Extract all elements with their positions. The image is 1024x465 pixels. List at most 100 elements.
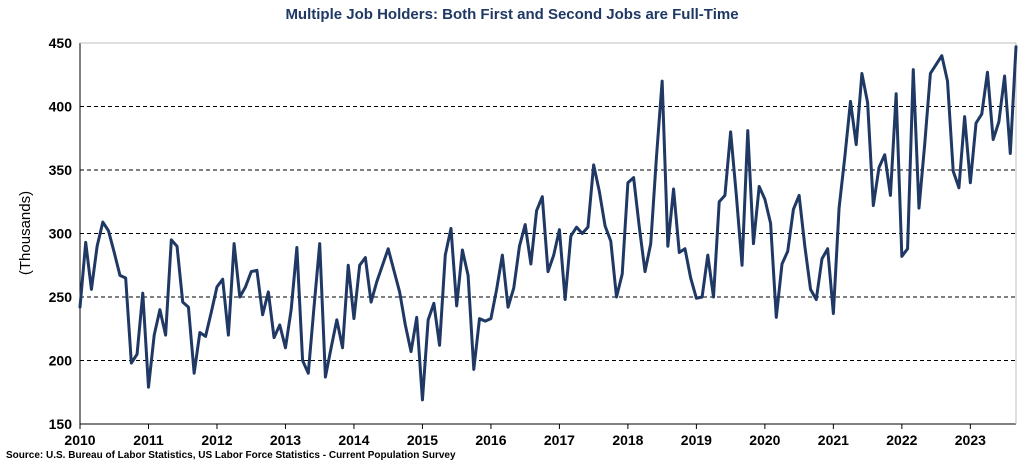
- data-point: [529, 262, 533, 266]
- data-point: [204, 335, 207, 338]
- data-point: [883, 153, 886, 156]
- data-point: [655, 156, 658, 159]
- data-point: [952, 170, 955, 173]
- data-point: [609, 239, 612, 243]
- data-point: [272, 336, 276, 339]
- x-tick-label: 2018: [612, 432, 643, 448]
- data-point: [495, 288, 498, 291]
- source-note: Source: U.S. Bureau of Labor Statistics,…: [6, 450, 456, 461]
- data-point: [181, 300, 184, 304]
- data-point: [997, 120, 1001, 123]
- data-point: [489, 317, 493, 320]
- x-tick-label: 2012: [201, 432, 232, 448]
- data-point: [877, 166, 881, 169]
- data-point: [227, 333, 230, 337]
- data-point: [329, 346, 333, 349]
- data-point: [683, 247, 687, 250]
- data-point: [409, 350, 413, 353]
- data-point: [449, 227, 453, 230]
- data-point: [872, 204, 875, 207]
- data-point: [986, 71, 989, 74]
- data-point: [934, 63, 938, 66]
- data-point: [849, 100, 852, 103]
- data-point: [267, 290, 270, 294]
- data-point: [289, 308, 293, 311]
- data-point: [837, 206, 841, 210]
- data-point: [318, 242, 321, 245]
- data-point: [963, 115, 966, 118]
- data-point: [170, 238, 173, 242]
- data-point: [472, 368, 476, 371]
- y-tick-label: 300: [49, 226, 73, 242]
- data-point: [101, 220, 105, 224]
- data-point: [295, 246, 299, 249]
- data-point: [598, 190, 601, 193]
- data-point: [695, 297, 698, 300]
- data-point: [678, 251, 681, 254]
- gridlines: [80, 42, 1016, 361]
- data-point: [535, 209, 538, 212]
- data-point: [466, 274, 470, 277]
- data-point: [90, 288, 93, 291]
- data-point: [518, 245, 521, 248]
- data-point: [757, 185, 761, 188]
- data-point: [815, 298, 818, 301]
- y-tick-labels: 150 200 250 300 350 400 450: [49, 35, 73, 432]
- data-point: [991, 138, 995, 141]
- data-point: [643, 270, 647, 273]
- data-point: [1014, 45, 1018, 49]
- data-point: [523, 223, 527, 226]
- data-point: [615, 295, 618, 299]
- data-point: [866, 101, 869, 104]
- data-point: [723, 194, 727, 197]
- data-point: [969, 181, 972, 184]
- data-point: [130, 361, 133, 365]
- data-point: [135, 352, 139, 356]
- data-point: [689, 276, 692, 280]
- data-point: [700, 295, 704, 299]
- data-point: [421, 398, 424, 402]
- data-point: [478, 317, 481, 320]
- y-tick-label: 350: [49, 162, 73, 178]
- data-point: [940, 54, 944, 57]
- data-point: [660, 79, 664, 83]
- data-point: [832, 312, 835, 315]
- data-point: [786, 250, 789, 253]
- x-tick-label: 2019: [681, 432, 712, 448]
- data-point: [746, 129, 749, 132]
- x-tick-label: 2014: [338, 432, 369, 448]
- data-point: [740, 264, 744, 267]
- data-point: [261, 313, 264, 316]
- data-point: [854, 143, 858, 146]
- data-point: [198, 331, 202, 334]
- data-point: [307, 372, 310, 375]
- data-point: [358, 264, 361, 267]
- data-point: [347, 264, 350, 267]
- data-point: [124, 276, 127, 280]
- data-point: [843, 156, 846, 159]
- data-point: [763, 198, 767, 201]
- data-point: [444, 253, 447, 257]
- data-point: [232, 242, 236, 245]
- data-point: [352, 317, 356, 320]
- data-point: [455, 304, 458, 308]
- data-point: [626, 181, 630, 184]
- data-point: [301, 359, 304, 362]
- data-point: [221, 278, 224, 281]
- data-point: [415, 316, 418, 319]
- y-tick-label: 450: [49, 35, 73, 51]
- data-point: [974, 121, 978, 125]
- data-point: [712, 295, 715, 299]
- data-point: [278, 323, 281, 327]
- data-point: [255, 269, 259, 272]
- data-point: [244, 285, 247, 289]
- data-point: [364, 256, 367, 259]
- data-point: [638, 225, 641, 229]
- data-point: [284, 346, 287, 349]
- axes: [79, 42, 1017, 425]
- data-point: [718, 200, 721, 203]
- data-point: [581, 232, 584, 235]
- x-tick-labels: 2010 2011 2012 2013 2014 2015 2016 2017 2018 2019…: [64, 424, 986, 448]
- data-point: [238, 295, 242, 299]
